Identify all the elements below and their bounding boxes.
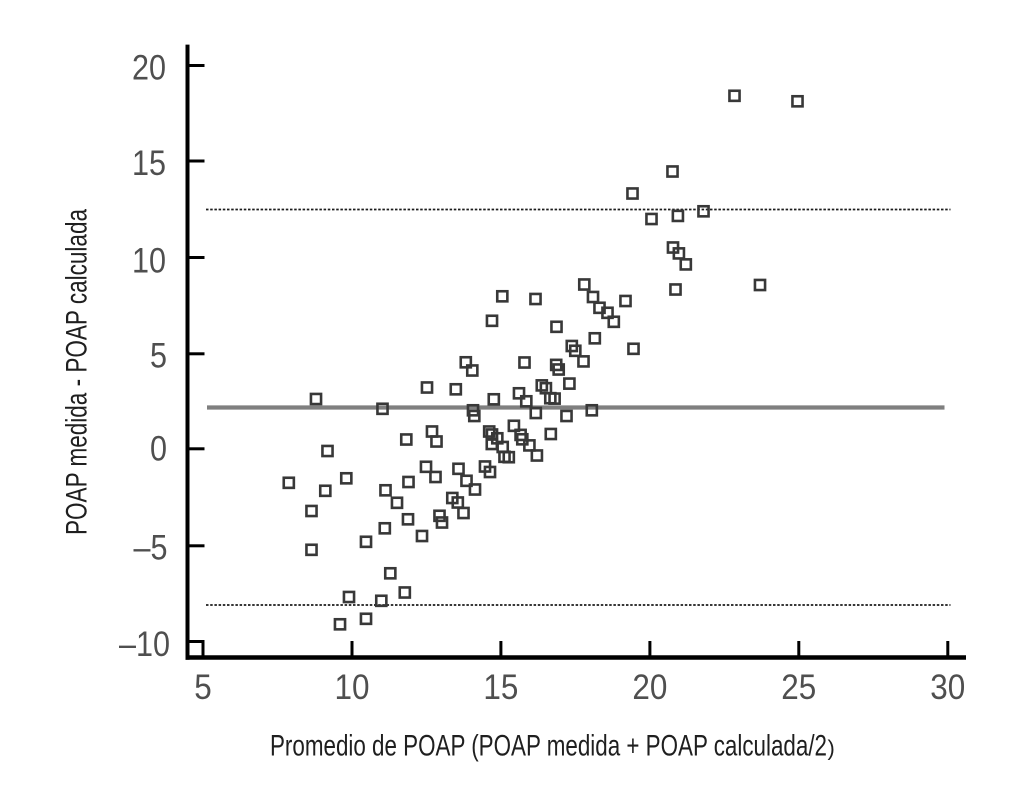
- svg-text:30: 30: [930, 668, 965, 707]
- svg-text:): ): [828, 736, 835, 761]
- svg-text:25: 25: [781, 668, 816, 707]
- svg-text:5: 5: [194, 668, 212, 707]
- svg-text:POAP medida - POAP calculada: POAP medida - POAP calculada: [61, 209, 94, 535]
- svg-text:–5: –5: [134, 528, 168, 567]
- svg-text:5: 5: [150, 336, 167, 375]
- svg-text:15: 15: [132, 144, 166, 183]
- svg-text:–10: –10: [119, 625, 170, 664]
- svg-text:0: 0: [150, 429, 167, 468]
- svg-text:10: 10: [335, 668, 370, 707]
- svg-text:Promedio de POAP (POAP medida: Promedio de POAP (POAP medida + POAP cal…: [270, 730, 827, 763]
- svg-text:20: 20: [632, 668, 667, 707]
- svg-text:15: 15: [483, 668, 518, 707]
- svg-text:10: 10: [132, 242, 166, 281]
- svg-text:20: 20: [132, 49, 166, 88]
